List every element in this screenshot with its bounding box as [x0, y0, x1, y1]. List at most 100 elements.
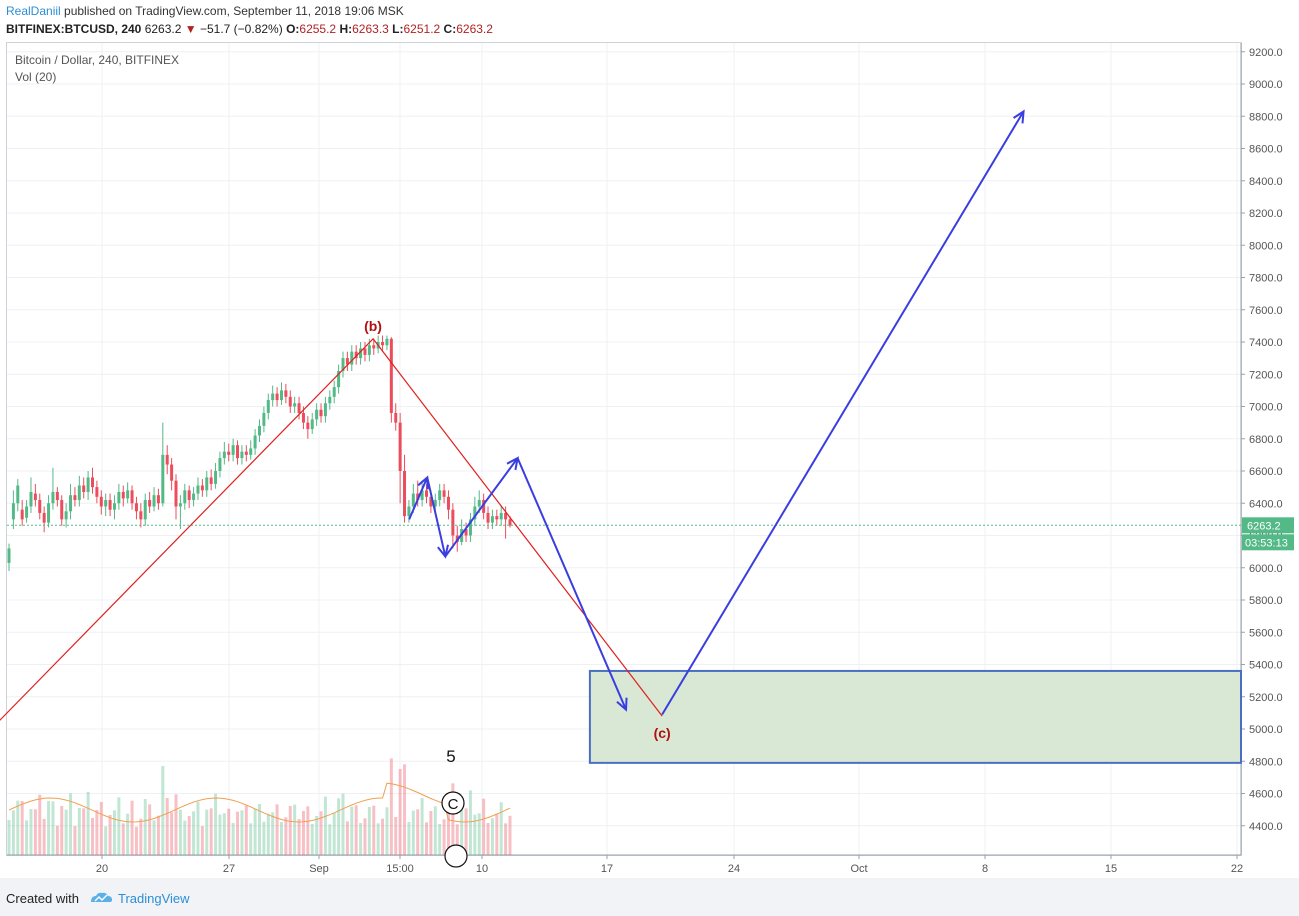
- projection-segment: [661, 110, 1025, 716]
- candle-body: [284, 390, 288, 397]
- candle-body: [275, 393, 279, 401]
- volume-bar: [183, 820, 187, 855]
- volume-bar: [359, 823, 363, 855]
- volume-bar: [381, 818, 385, 855]
- volume-bar: [64, 809, 68, 855]
- publish-line: RealDaniil published on TradingView.com,…: [6, 4, 404, 18]
- volume-bar: [279, 822, 283, 855]
- volume-bar: [139, 818, 143, 855]
- close-value: 6263.2: [456, 22, 493, 36]
- price-tick-label: 6000.0: [1249, 563, 1283, 575]
- wave-circle-label: C: [448, 796, 459, 813]
- candle-body: [174, 480, 178, 507]
- candle-body: [240, 451, 244, 459]
- projection-segment: [408, 477, 429, 520]
- candle-body: [165, 454, 169, 465]
- candle-body: [148, 500, 152, 507]
- candle-body: [398, 422, 402, 471]
- time-tick-label: 22: [1231, 863, 1243, 875]
- volume-bar: [315, 816, 319, 855]
- volume-bar: [464, 808, 468, 855]
- volume-bar: [367, 807, 371, 855]
- volume-bar: [398, 769, 402, 855]
- candle-body: [16, 485, 20, 504]
- volume-bar: [187, 816, 191, 855]
- volume-bar: [20, 801, 24, 855]
- volume-bar: [170, 812, 174, 855]
- candle-body: [293, 403, 297, 407]
- high-value: 6263.3: [352, 22, 389, 36]
- candle-body: [319, 409, 323, 417]
- volume-bar: [350, 806, 354, 855]
- arrowhead-icon: [616, 697, 628, 712]
- volume-bar: [389, 758, 393, 855]
- candle-body: [508, 519, 512, 526]
- volume-bar: [354, 805, 358, 855]
- price-tick-label: 4800.0: [1249, 756, 1283, 768]
- low-label: L:: [392, 22, 404, 36]
- price-tick-label: 7600.0: [1249, 305, 1283, 317]
- candle-body: [183, 490, 187, 504]
- candle-body: [170, 464, 174, 481]
- volume-bar: [60, 806, 64, 855]
- volume-bar: [152, 820, 156, 855]
- candle-body: [86, 477, 90, 492]
- candle-body: [99, 496, 103, 507]
- volume-bar: [425, 822, 428, 855]
- candle-body: [209, 477, 213, 484]
- volume-bar: [11, 810, 15, 855]
- volume-bar: [38, 794, 42, 855]
- candle-body: [381, 342, 385, 346]
- open-label: O:: [286, 22, 300, 36]
- candle-body: [425, 490, 428, 497]
- volume-bar: [192, 811, 196, 855]
- tradingview-brand-link[interactable]: TradingView: [118, 891, 190, 906]
- candle-body: [156, 495, 160, 504]
- wave-circle-partial-icon: [444, 844, 468, 868]
- volume-bar: [29, 809, 33, 855]
- price-chart[interactable]: 9200.0 9000.0 8800.0 8600.0 8400.0 8200.0 8000…: [0, 0, 1299, 878]
- candle-body: [354, 351, 358, 359]
- symbol-label: BITFINEX:BTCUSD, 240: [6, 22, 142, 36]
- volume-bar: [284, 817, 288, 855]
- candle-body: [222, 451, 226, 459]
- candle-body: [394, 412, 398, 423]
- volume-bar: [262, 821, 266, 855]
- candle-body: [231, 445, 235, 455]
- candle-body: [446, 496, 450, 510]
- candle-body: [482, 500, 486, 513]
- price-change: −51.7 (−0.82%): [199, 22, 283, 36]
- price-tick-label: 5400.0: [1249, 660, 1283, 672]
- candle-body: [196, 485, 200, 494]
- candle-body: [341, 358, 345, 372]
- candle-body: [495, 516, 499, 520]
- tradingview-logo-icon[interactable]: [88, 890, 114, 904]
- projection-segment: [426, 477, 447, 557]
- candle-body: [297, 403, 301, 413]
- candle-body: [301, 412, 305, 423]
- candle-body: [332, 387, 336, 397]
- candle-body: [95, 487, 99, 497]
- volume-bar: [460, 809, 464, 855]
- time-tick-label: 8: [982, 863, 988, 875]
- candle-body: [47, 503, 51, 523]
- series-title: Bitcoin / Dollar, 240, BITFINEX: [15, 53, 180, 67]
- candle-body: [152, 495, 156, 507]
- candle-body: [82, 485, 86, 492]
- high-label: H:: [339, 22, 353, 36]
- volume-bar: [82, 808, 86, 855]
- volume-bar: [407, 822, 411, 855]
- price-tick-label: 8000.0: [1249, 240, 1283, 252]
- close-label: C:: [443, 22, 457, 36]
- volume-bar: [293, 804, 297, 855]
- volume-bar: [7, 820, 11, 855]
- candle-body: [64, 511, 68, 520]
- candle-body: [271, 393, 275, 401]
- candle-body: [442, 490, 446, 497]
- candle-body: [468, 519, 472, 536]
- candle-body: [363, 348, 367, 355]
- candle-body: [416, 493, 420, 501]
- author-link[interactable]: RealDaniil: [6, 4, 61, 18]
- candle-body: [350, 351, 354, 365]
- candle-body: [33, 493, 37, 501]
